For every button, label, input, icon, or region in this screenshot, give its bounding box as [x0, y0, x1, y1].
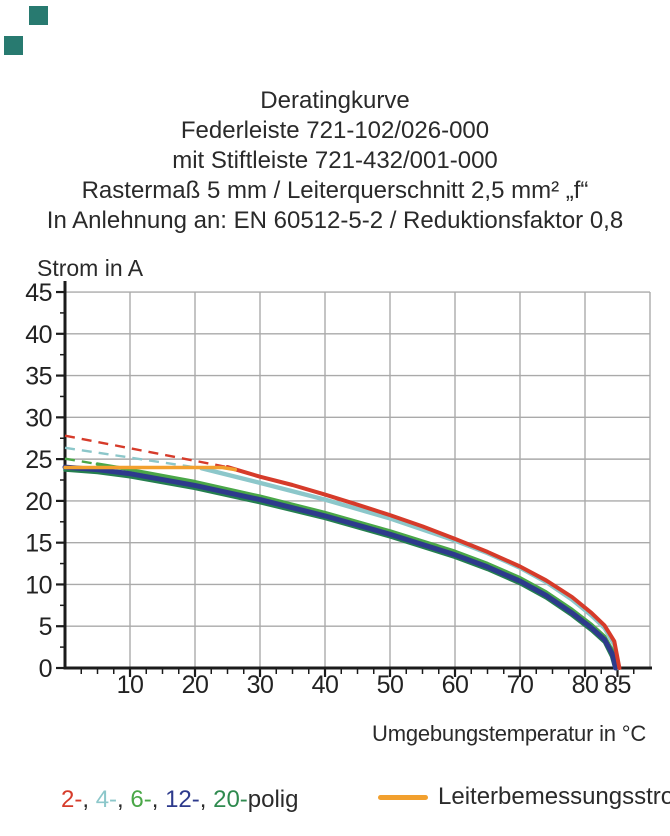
- legend-suffix: polig: [247, 786, 299, 813]
- title-line-3: mit Stiftleiste 721-432/001-000: [172, 147, 498, 174]
- x-tick-label: 85: [604, 671, 631, 699]
- poles-legend: 2-, 4-, 6-, 12-, 20-polig: [61, 786, 299, 814]
- series-12-polig: [62, 464, 619, 671]
- series-dash-6-polig: [64, 457, 98, 466]
- rated-current-legend: Leiterbemessungsstrom: [378, 783, 670, 811]
- title-line-2: Federleiste 721-102/026-000: [180, 117, 490, 144]
- brand-square-icon: [29, 6, 48, 25]
- chart-title-block: Deratingkurve Federleiste 721-102/026-00…: [0, 86, 670, 236]
- rated-current-label: Leiterbemessungsstrom: [438, 783, 670, 810]
- legend-pole-label: 2-: [61, 786, 83, 813]
- legend-pole-label: 20-: [213, 786, 248, 813]
- series-6-polig: [95, 462, 618, 670]
- x-tick-label: 10: [117, 671, 144, 699]
- legend-pole-label: 12-: [165, 786, 200, 813]
- legend-pole-label: 6-: [130, 786, 152, 813]
- y-tick-label: 45: [25, 279, 52, 307]
- y-tick-label: 25: [25, 446, 52, 474]
- y-tick-label: 20: [25, 488, 52, 516]
- series-2-polig: [225, 465, 622, 670]
- x-tick-label: 30: [247, 671, 274, 699]
- x-tick-label: 20: [182, 671, 209, 699]
- brand-square-icon: [4, 36, 23, 55]
- series-dash-2-polig: [64, 434, 228, 469]
- y-tick-label: 10: [25, 571, 52, 599]
- title-line-1: Deratingkurve: [260, 87, 410, 114]
- x-tick-label: 60: [442, 671, 469, 699]
- y-tick-label: 40: [25, 321, 52, 349]
- x-tick-label: 50: [377, 671, 404, 699]
- x-tick-label: 80: [572, 671, 599, 699]
- y-axis-title: Strom in A: [37, 255, 144, 281]
- y-tick-label: 0: [39, 655, 52, 683]
- y-tick-label: 30: [25, 404, 52, 432]
- legend-separator: ,: [82, 786, 96, 813]
- legend-separator: ,: [151, 786, 166, 813]
- x-axis-title: Umgebungstemperatur in °C: [372, 721, 647, 746]
- series-Leiterbemessungsstrom: [63, 465, 238, 472]
- orange-line-swatch: [378, 794, 428, 800]
- legend-separator: ,: [199, 786, 214, 813]
- y-tick-label: 15: [25, 530, 52, 558]
- title-line-5: In Anlehnung an: EN 60512-5-2 / Reduktio…: [46, 207, 624, 234]
- title-line-4: Rastermaß 5 mm / Leiterquerschnitt 2,5 m…: [81, 177, 589, 204]
- y-tick-label: 5: [39, 613, 52, 641]
- x-tick-label: 40: [312, 671, 339, 699]
- series-dash-4-polig: [64, 446, 202, 470]
- legend-separator: ,: [117, 786, 131, 813]
- y-tick-label: 35: [25, 363, 52, 391]
- x-tick-label: 70: [507, 671, 534, 699]
- legend-pole-label: 4-: [95, 786, 118, 813]
